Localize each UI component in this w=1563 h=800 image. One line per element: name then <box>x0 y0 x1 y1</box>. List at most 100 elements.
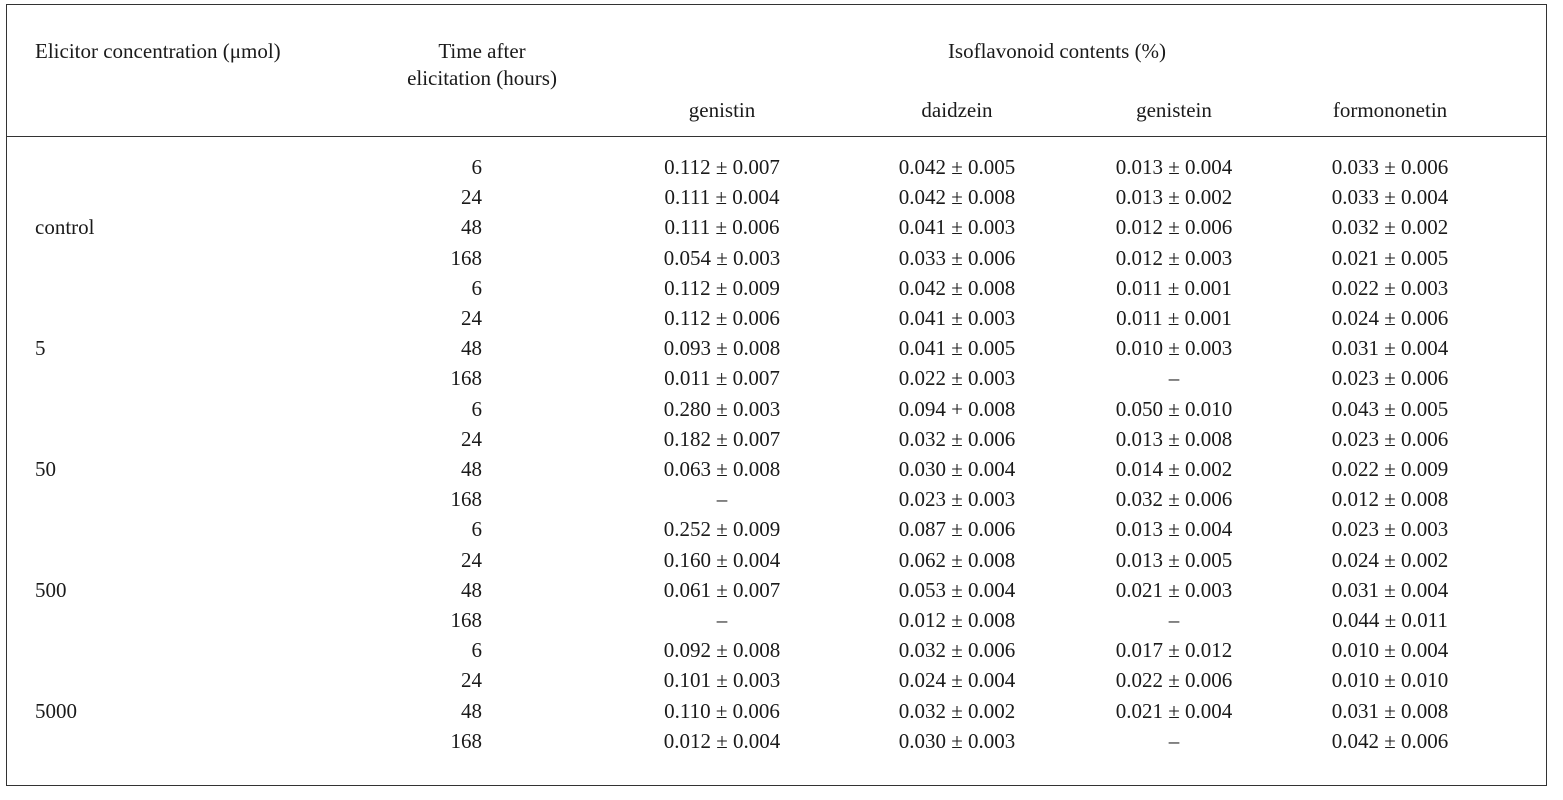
value-cell: 0.112 ± 0.007 <box>664 155 780 179</box>
value-cell: 0.041 ± 0.005 <box>898 336 1016 361</box>
value-cell: 0.013 ± 0.005 <box>1115 547 1233 572</box>
value-cell: 0.023 ± 0.006 <box>1331 366 1449 391</box>
value-cell: 0.101 ± 0.003 <box>663 668 781 693</box>
col-header-genistin: genistin <box>688 98 756 122</box>
value-cell: 0.042 ± 0.008 <box>898 275 1016 300</box>
concentration-label: 5000 <box>35 698 77 723</box>
value-cell: 0.111 ± 0.006 <box>664 215 780 240</box>
time-cell: 24 <box>461 668 482 693</box>
value-cell: 0.093 ± 0.008 <box>663 336 781 361</box>
time-cell: 168 <box>450 608 483 632</box>
value-cell: 0.054 ± 0.003 <box>663 245 781 270</box>
time-cell: 168 <box>450 728 483 753</box>
value-cell: 0.033 ± 0.006 <box>898 245 1016 270</box>
value-cell: 0.042 ± 0.005 <box>898 155 1016 179</box>
header-rule <box>7 136 1546 137</box>
value-cell: – <box>716 608 728 632</box>
time-cell: 6 <box>471 517 483 542</box>
value-cell: 0.012 ± 0.006 <box>1115 215 1233 240</box>
value-cell: 0.021 ± 0.003 <box>1115 577 1233 602</box>
time-cell: 48 <box>461 457 482 481</box>
value-cell: 0.112 ± 0.009 <box>664 275 780 300</box>
value-cell: 0.031 ± 0.008 <box>1331 698 1449 723</box>
value-cell: 0.021 ± 0.005 <box>1331 245 1449 270</box>
value-cell: 0.010 ± 0.004 <box>1331 638 1449 663</box>
value-cell: 0.032 ± 0.002 <box>1331 215 1449 240</box>
time-cell: 168 <box>450 366 483 391</box>
concentration-label: 500 <box>35 577 67 602</box>
value-cell: 0.022 ± 0.003 <box>898 366 1016 391</box>
value-cell: 0.092 ± 0.008 <box>663 638 781 663</box>
value-cell: 0.011 ± 0.001 <box>1116 306 1232 330</box>
time-cell: 24 <box>461 185 482 210</box>
value-cell: 0.032 ± 0.002 <box>898 698 1016 723</box>
time-cell: 24 <box>461 426 482 451</box>
value-cell: 0.031 ± 0.004 <box>1331 577 1449 602</box>
value-cell: 0.021 ± 0.004 <box>1115 698 1233 723</box>
time-cell: 6 <box>471 275 483 300</box>
value-cell: 0.053 ± 0.004 <box>898 577 1016 602</box>
value-cell: 0.022 ± 0.009 <box>1331 457 1449 481</box>
time-cell: 24 <box>461 306 482 330</box>
value-cell: 0.011 ± 0.001 <box>1116 275 1232 300</box>
value-cell: 0.044 ± 0.011 <box>1332 608 1448 632</box>
value-cell: 0.010 ± 0.010 <box>1331 668 1449 693</box>
value-cell: 0.087 ± 0.006 <box>898 517 1016 542</box>
concentration-label: control <box>35 215 95 240</box>
value-cell: 0.014 ± 0.002 <box>1115 457 1233 481</box>
value-cell: 0.094 + 0.008 <box>898 396 1016 421</box>
value-cell: 0.013 ± 0.002 <box>1115 185 1233 210</box>
value-cell: 0.030 ± 0.004 <box>898 457 1016 481</box>
value-cell: 0.023 ± 0.006 <box>1331 426 1449 451</box>
col-header-daidzein: daidzein <box>921 98 993 122</box>
value-cell: – <box>1168 366 1180 391</box>
time-cell: 6 <box>471 638 483 663</box>
value-cell: 0.280 ± 0.003 <box>663 396 781 421</box>
value-cell: 0.010 ± 0.003 <box>1115 336 1233 361</box>
time-cell: 168 <box>450 245 483 270</box>
value-cell: 0.023 ± 0.003 <box>1331 517 1449 542</box>
value-cell: 0.182 ± 0.007 <box>663 426 781 451</box>
value-cell: 0.110 ± 0.006 <box>664 698 780 723</box>
value-cell: 0.022 ± 0.003 <box>1331 275 1449 300</box>
value-cell: 0.042 ± 0.008 <box>898 185 1016 210</box>
value-cell: 0.032 ± 0.006 <box>898 638 1016 663</box>
value-cell: 0.042 ± 0.006 <box>1331 728 1449 753</box>
time-cell: 48 <box>461 215 482 240</box>
col-header-genistein: genistein <box>1136 98 1212 122</box>
concentration-label: 50 <box>35 457 56 481</box>
table-frame: Elicitor concentration (μmol) Time after… <box>6 4 1547 786</box>
col-header-time-line2: elicitation (hours) <box>407 66 557 90</box>
value-cell: 0.041 ± 0.003 <box>898 215 1016 240</box>
time-cell: 48 <box>461 336 482 361</box>
value-cell: 0.112 ± 0.006 <box>664 306 780 330</box>
value-cell: 0.012 ± 0.008 <box>898 608 1016 632</box>
time-cell: 6 <box>471 396 483 421</box>
col-header-time-line1: Time after <box>438 39 526 63</box>
time-cell: 48 <box>461 698 482 723</box>
value-cell: 0.012 ± 0.008 <box>1331 487 1449 512</box>
value-cell: 0.024 ± 0.004 <box>898 668 1016 693</box>
value-cell: 0.050 ± 0.010 <box>1115 396 1233 421</box>
value-cell: 0.063 ± 0.008 <box>663 457 781 481</box>
time-cell: 48 <box>461 577 482 602</box>
value-cell: 0.013 ± 0.008 <box>1115 426 1233 451</box>
time-cell: 6 <box>471 155 483 179</box>
value-cell: 0.033 ± 0.004 <box>1331 185 1449 210</box>
value-cell: 0.032 ± 0.006 <box>1115 487 1233 512</box>
value-cell: 0.160 ± 0.004 <box>663 547 781 572</box>
value-cell: 0.011 ± 0.007 <box>664 366 780 391</box>
col-header-formononetin: formononetin <box>1332 98 1448 122</box>
value-cell: 0.013 ± 0.004 <box>1115 517 1233 542</box>
value-cell: 0.041 ± 0.003 <box>898 306 1016 330</box>
time-cell: 168 <box>450 487 483 512</box>
value-cell: 0.030 ± 0.003 <box>898 728 1016 753</box>
value-cell: 0.012 ± 0.004 <box>663 728 781 753</box>
value-cell: 0.022 ± 0.006 <box>1115 668 1233 693</box>
value-cell: – <box>716 487 728 512</box>
value-cell: 0.032 ± 0.006 <box>898 426 1016 451</box>
value-cell: 0.062 ± 0.008 <box>898 547 1016 572</box>
concentration-label: 5 <box>35 336 46 361</box>
value-cell: 0.013 ± 0.004 <box>1115 155 1233 179</box>
value-cell: 0.024 ± 0.002 <box>1331 547 1449 572</box>
